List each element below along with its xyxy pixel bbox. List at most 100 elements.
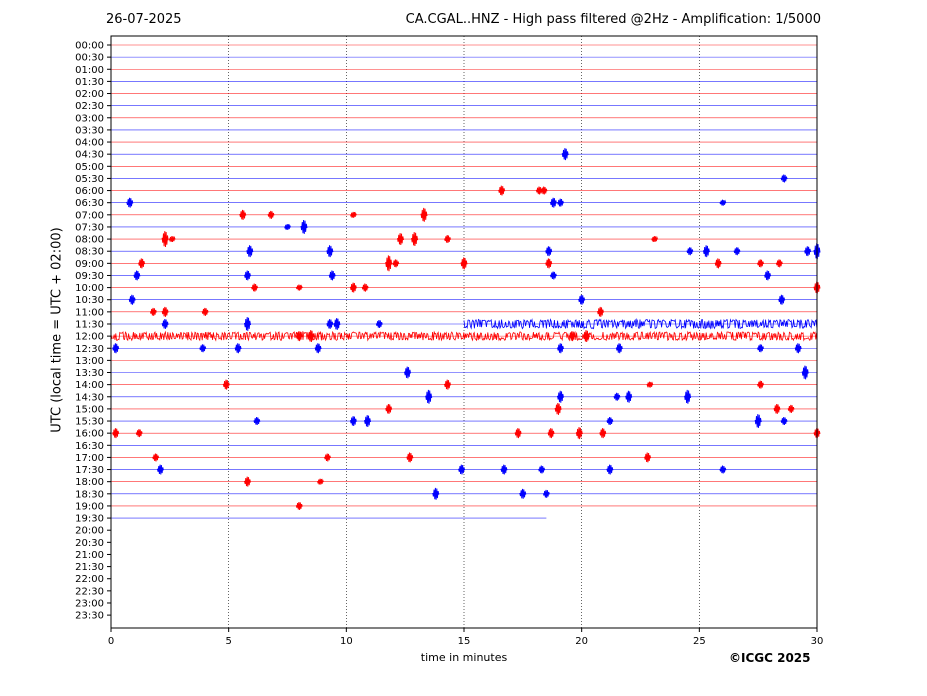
seismic-event xyxy=(135,429,143,438)
y-tick-label: 05:30 xyxy=(75,174,104,185)
y-tick-label: 22:00 xyxy=(75,574,104,585)
seismic-event xyxy=(361,283,369,292)
seismic-event xyxy=(514,428,522,439)
y-tick-label: 01:00 xyxy=(75,65,104,76)
seismic-event xyxy=(757,259,764,268)
seismic-event xyxy=(557,343,564,354)
seismic-event xyxy=(545,246,553,257)
seismic-event xyxy=(606,417,614,426)
y-tick-label: 16:00 xyxy=(75,429,104,440)
seismic-event xyxy=(519,488,527,499)
seismic-event xyxy=(773,403,781,414)
seismic-event xyxy=(307,330,315,343)
y-tick-label: 23:30 xyxy=(75,611,104,622)
seismic-event xyxy=(547,428,555,439)
seismic-event xyxy=(644,452,652,463)
y-tick-label: 10:00 xyxy=(75,283,104,294)
seismic-event xyxy=(161,306,169,317)
x-axis-label: time in minutes xyxy=(420,651,508,664)
y-tick-label: 10:30 xyxy=(75,295,104,306)
y-tick-label: 13:30 xyxy=(75,368,104,379)
y-tick-label: 01:30 xyxy=(75,77,104,88)
y-tick-label: 21:30 xyxy=(75,562,104,573)
y-tick-label: 06:00 xyxy=(75,186,104,197)
seismic-event xyxy=(444,379,451,390)
seismic-event xyxy=(549,197,557,208)
seismic-event xyxy=(757,344,764,353)
seismic-event xyxy=(651,235,659,243)
y-tick-label: 17:30 xyxy=(75,465,104,476)
seismic-event xyxy=(316,478,324,485)
seismic-event xyxy=(333,318,341,330)
seismic-event xyxy=(324,453,331,462)
seismic-event xyxy=(425,389,433,404)
y-tick-label: 05:00 xyxy=(75,162,104,173)
x-tick-label: 25 xyxy=(693,636,706,647)
seismic-event xyxy=(719,465,727,474)
y-tick-label: 00:30 xyxy=(75,53,104,64)
y-tick-label: 03:30 xyxy=(75,125,104,136)
seismic-event xyxy=(684,389,692,404)
y-tick-label: 12:00 xyxy=(75,332,104,343)
seismic-event xyxy=(201,307,209,316)
y-tick-label: 22:30 xyxy=(75,586,104,597)
y-tick-label: 04:30 xyxy=(75,150,104,161)
seismic-event xyxy=(314,343,322,354)
y-tick-label: 04:00 xyxy=(75,138,104,149)
y-tick-label: 16:30 xyxy=(75,441,104,452)
seismic-event xyxy=(733,247,741,256)
y-tick-label: 06:30 xyxy=(75,198,104,209)
seismic-event xyxy=(719,199,727,206)
seismic-event xyxy=(540,186,548,195)
seismic-event xyxy=(284,223,291,231)
seismic-event xyxy=(364,415,371,428)
seismic-event xyxy=(295,284,303,291)
seismic-event xyxy=(557,198,564,207)
seismic-event xyxy=(420,207,428,222)
y-tick-label: 19:30 xyxy=(75,514,104,525)
y-tick-label: 09:00 xyxy=(75,259,104,270)
seismic-event xyxy=(500,464,508,475)
seismic-event xyxy=(568,331,576,342)
seismic-event xyxy=(432,487,440,500)
axes: 0 5 10 15 20 25 30 00:0000:3001:0001:3002:0002:… xyxy=(75,35,823,647)
noise-segment xyxy=(110,330,817,342)
seismic-event xyxy=(199,344,207,353)
y-tick-label: 14:30 xyxy=(75,392,104,403)
seismic-event xyxy=(775,259,783,268)
seismic-event xyxy=(754,414,762,428)
seismic-event xyxy=(244,476,251,487)
seismic-event xyxy=(780,174,788,183)
seismic-event xyxy=(801,365,809,380)
seismic-event xyxy=(246,245,254,258)
seismic-event xyxy=(794,343,802,354)
seismic-event xyxy=(778,294,786,305)
seismic-event xyxy=(538,465,546,474)
seismic-event xyxy=(757,380,764,389)
chart-title: CA.CGAL..HNZ - High pass filtered @2Hz -… xyxy=(405,12,821,27)
seismic-event xyxy=(578,294,586,305)
copyright-text: ©ICGC 2025 xyxy=(729,651,811,665)
y-tick-label: 20:00 xyxy=(75,526,104,537)
seismic-event xyxy=(404,366,411,379)
seismic-event xyxy=(251,283,259,292)
seismic-event xyxy=(161,319,169,329)
seismic-event xyxy=(764,270,772,281)
x-tick-label: 10 xyxy=(340,636,353,647)
seismic-event xyxy=(561,148,569,161)
seismic-event xyxy=(458,464,466,475)
seismic-event xyxy=(686,247,694,256)
seismic-event xyxy=(349,282,357,293)
seismic-event xyxy=(542,489,550,498)
seismic-event xyxy=(411,232,419,247)
seismic-event xyxy=(244,317,251,331)
y-tick-label: 07:00 xyxy=(75,210,104,221)
seismic-event xyxy=(498,185,506,196)
seismic-event xyxy=(406,452,414,463)
seismic-event xyxy=(295,501,303,510)
y-tick-label: 11:30 xyxy=(75,319,104,330)
seismic-event xyxy=(267,210,275,219)
y-tick-label: 15:00 xyxy=(75,404,104,415)
seismic-event xyxy=(328,270,336,281)
seismic-event xyxy=(392,259,400,268)
